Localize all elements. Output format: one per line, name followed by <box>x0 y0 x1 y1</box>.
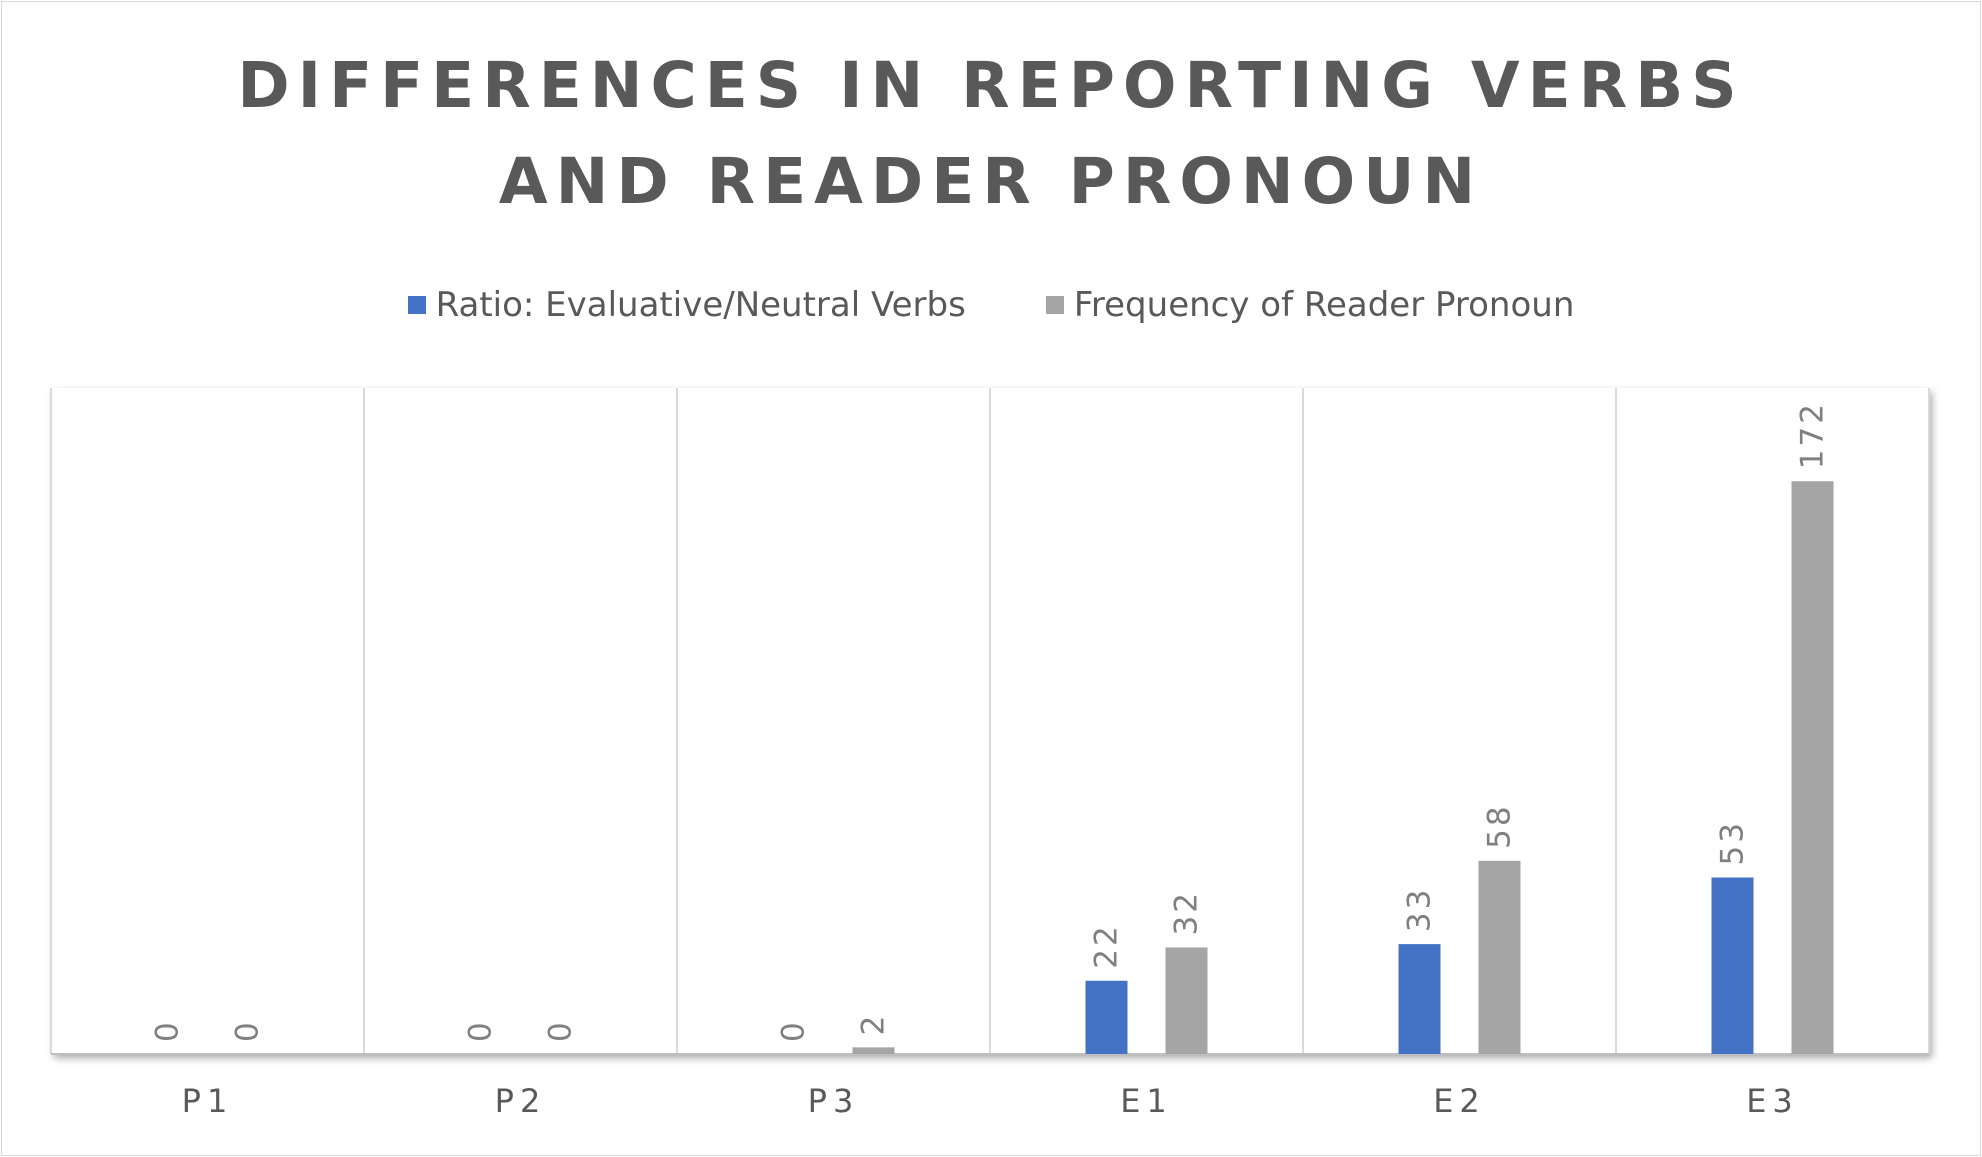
chart-title: DIFFERENCES IN REPORTING VERBS AND READE… <box>0 38 1982 230</box>
legend-swatch-ratio <box>407 296 426 314</box>
data-label: 172 <box>1795 401 1831 469</box>
bars-group <box>852 481 1834 1054</box>
category-label: E2 <box>1433 1082 1486 1120</box>
bar <box>852 1047 895 1054</box>
chart-legend: Ratio: Evaluative/Neutral Verbs Frequenc… <box>0 280 1982 330</box>
bar <box>1398 944 1441 1054</box>
data-label: 53 <box>1715 820 1751 865</box>
bar <box>1791 481 1834 1054</box>
legend-swatch-frequency <box>1045 296 1064 314</box>
data-label: 0 <box>463 1019 499 1042</box>
data-label: 22 <box>1089 923 1125 968</box>
data-label: 0 <box>776 1019 812 1042</box>
data-label: 0 <box>150 1019 186 1042</box>
data-label: 58 <box>1482 803 1518 848</box>
legend-item-ratio[interactable]: Ratio: Evaluative/Neutral Verbs <box>407 285 966 325</box>
bar <box>1085 980 1128 1054</box>
category-labels-group: P1 P2 P3 E1 E2 E3 <box>182 1082 1799 1120</box>
data-label: 33 <box>1402 887 1438 932</box>
legend-label-ratio: Ratio: Evaluative/Neutral Verbs <box>435 285 966 325</box>
category-label: P3 <box>808 1082 860 1120</box>
category-separators <box>50 388 1930 1054</box>
data-label: 0 <box>543 1019 579 1042</box>
legend-item-frequency[interactable]: Frequency of Reader Pronoun <box>1045 285 1575 325</box>
bar <box>1478 860 1521 1054</box>
bar <box>1711 877 1754 1054</box>
category-label: E1 <box>1120 1082 1173 1120</box>
category-label: E3 <box>1746 1082 1799 1120</box>
data-label: 0 <box>230 1019 266 1042</box>
data-label: 2 <box>856 1013 892 1036</box>
chart-title-line-2: AND READER PRONOUN <box>498 145 1484 218</box>
data-label: 32 <box>1169 890 1205 935</box>
category-label: P1 <box>182 1082 234 1120</box>
category-label: P2 <box>495 1082 547 1120</box>
legend-label-frequency: Frequency of Reader Pronoun <box>1073 285 1575 325</box>
chart-title-line-1: DIFFERENCES IN REPORTING VERBS <box>237 49 1745 122</box>
bar <box>1165 947 1208 1054</box>
